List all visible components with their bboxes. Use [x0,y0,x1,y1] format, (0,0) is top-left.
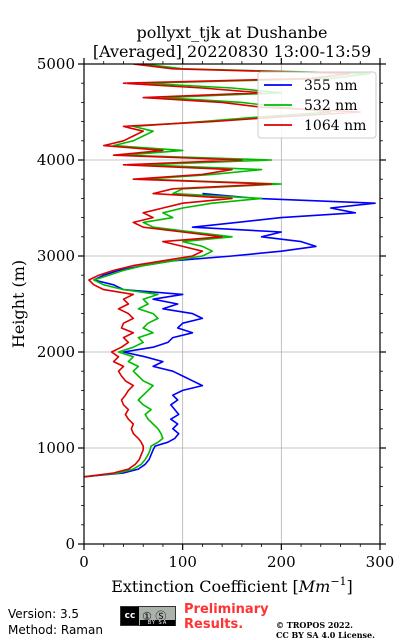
plot-frame [83,63,381,545]
x-axis-label: Extinction Coefficient [Mm−1] [111,575,353,596]
footer-info: Version: 3.5 Method: Raman [8,606,103,638]
version-text: Version: 3.5 [8,607,80,621]
series-line-1 [84,64,371,478]
x-tick-label: 100 [168,553,197,571]
cc-by-sa-icon: ① Ⓢ [142,610,167,623]
copyright-line2: CC BY SA 4.0 License. [276,630,375,640]
x-tick-label: 300 [366,553,395,571]
chart-title-line1: pollyxt_tjk at Dushanbe [136,23,327,42]
y-tick-label: 1000 [37,439,75,457]
preliminary-line2: Results. [184,617,244,632]
y-tick-label: 5000 [37,55,75,73]
cc-by-sa-label: BY SA [140,620,175,626]
cc-license-badge: cc ① Ⓢ BY SA [120,606,176,626]
y-tick-label: 3000 [37,247,75,265]
legend-label: 355 nm [304,78,357,94]
legend-box [257,71,377,139]
y-tick-label: 4000 [37,151,75,169]
y-axis-label: Height (m) [9,260,28,348]
x-tick-label: 0 [79,553,89,571]
y-tick-label: 2000 [37,343,75,361]
series-line-2 [84,64,362,478]
legend: 355 nm 532 nm 1064 nm [257,71,377,139]
x-tick-label: 200 [267,553,296,571]
copyright-text: © TROPOS 2022. CC BY SA 4.0 License. [276,620,375,640]
series-line-0 [84,192,376,478]
preliminary-line1: Preliminary [184,602,269,617]
legend-label: 532 nm [304,98,357,114]
copyright-line1: © TROPOS 2022. [276,620,353,630]
extinction-chart: pollyxt_tjk at Dushanbe [Averaged] 20220… [9,23,395,596]
y-tick-label: 0 [65,535,75,553]
preliminary-results-text: Preliminary Results. [184,602,269,632]
cc-logo-icon: cc [121,607,139,625]
chart-title-line2: [Averaged] 20220830 13:00-13:59 [93,42,371,61]
series-lines [84,64,376,478]
legend-label: 1064 nm [304,118,366,134]
method-text: Method: Raman [8,623,103,637]
